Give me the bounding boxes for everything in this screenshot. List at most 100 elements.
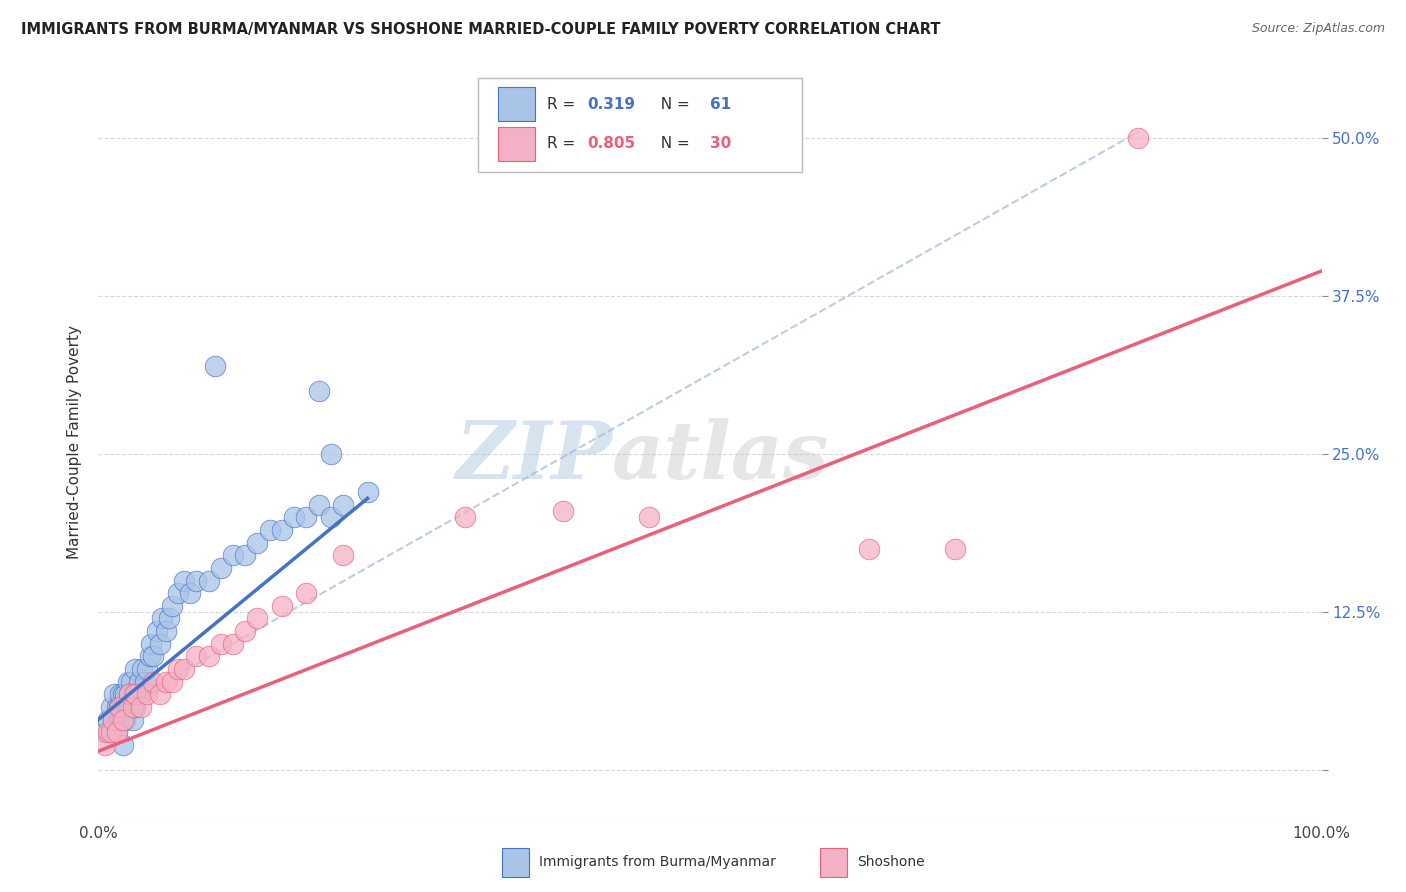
Point [283, 510, 305, 524]
Point [270, 523, 294, 537]
Point [100, 699, 122, 714]
Point [146, 624, 169, 639]
Point [118, 699, 141, 714]
Point [114, 687, 136, 701]
Point [105, 725, 128, 739]
Point [233, 548, 256, 563]
Point [111, 687, 134, 701]
Point [149, 687, 172, 701]
Point [136, 687, 159, 701]
Point [136, 662, 159, 676]
Point [120, 674, 142, 689]
Point [150, 611, 173, 625]
Point [124, 687, 146, 701]
Point [332, 498, 354, 512]
Point [155, 624, 177, 639]
Point [93, 725, 115, 739]
Point [139, 649, 162, 664]
Text: ZIP: ZIP [456, 418, 612, 495]
Point [110, 699, 132, 714]
Point [179, 586, 201, 600]
Point [110, 713, 132, 727]
Point [142, 649, 165, 664]
Point [121, 699, 143, 714]
Point [209, 561, 232, 575]
Point [142, 674, 165, 689]
Point [120, 699, 142, 714]
Point [943, 541, 966, 556]
Point [246, 611, 269, 625]
Point [222, 548, 245, 563]
Text: N =: N = [651, 136, 695, 151]
Point [1128, 131, 1150, 145]
Point [101, 713, 124, 727]
Point [121, 713, 143, 727]
FancyBboxPatch shape [498, 127, 536, 161]
Point [209, 637, 232, 651]
Point [124, 699, 146, 714]
Point [108, 699, 131, 714]
Point [295, 510, 318, 524]
Point [356, 485, 378, 500]
Point [246, 535, 269, 549]
Point [111, 713, 134, 727]
Point [122, 687, 145, 701]
Text: atlas: atlas [612, 418, 830, 495]
Point [118, 687, 141, 701]
Point [129, 687, 152, 701]
Point [124, 662, 146, 676]
FancyBboxPatch shape [502, 848, 529, 877]
Point [160, 674, 183, 689]
Text: IMMIGRANTS FROM BURMA/MYANMAR VS SHOSHONE MARRIED-COUPLE FAMILY POVERTY CORRELAT: IMMIGRANTS FROM BURMA/MYANMAR VS SHOSHON… [21, 22, 941, 37]
Point [186, 574, 208, 588]
Point [131, 662, 153, 676]
Point [186, 649, 208, 664]
Point [111, 699, 134, 714]
Text: 30: 30 [710, 136, 731, 151]
Point [134, 674, 156, 689]
Point [127, 687, 149, 701]
Point [197, 574, 219, 588]
Point [167, 586, 190, 600]
Point [97, 725, 120, 739]
Point [173, 662, 195, 676]
Point [115, 699, 138, 714]
Point [308, 384, 330, 398]
Text: 61: 61 [710, 96, 731, 112]
Text: N =: N = [651, 96, 695, 112]
Point [93, 738, 115, 752]
FancyBboxPatch shape [478, 78, 801, 172]
Text: 0.319: 0.319 [588, 96, 636, 112]
Y-axis label: Married-Couple Family Poverty: Married-Couple Family Poverty [67, 325, 83, 558]
Point [553, 504, 575, 518]
Point [97, 713, 120, 727]
Point [111, 738, 134, 752]
Text: 0.805: 0.805 [588, 136, 636, 151]
Point [129, 699, 152, 714]
Point [111, 713, 134, 727]
Point [139, 637, 162, 651]
Point [167, 662, 190, 676]
Point [270, 599, 294, 613]
Point [157, 611, 180, 625]
Point [118, 687, 141, 701]
Point [110, 687, 132, 701]
Point [105, 725, 128, 739]
Text: Source: ZipAtlas.com: Source: ZipAtlas.com [1251, 22, 1385, 36]
Point [332, 548, 354, 563]
Text: Immigrants from Burma/Myanmar: Immigrants from Burma/Myanmar [538, 855, 776, 870]
Point [233, 624, 256, 639]
Text: Shoshone: Shoshone [856, 855, 924, 870]
Point [222, 637, 245, 651]
Point [114, 713, 136, 727]
Point [107, 713, 129, 727]
Point [319, 447, 342, 461]
Point [128, 674, 150, 689]
Text: R =: R = [547, 96, 581, 112]
Point [105, 699, 128, 714]
Point [197, 649, 219, 664]
FancyBboxPatch shape [820, 848, 846, 877]
Point [155, 674, 177, 689]
Point [295, 586, 318, 600]
Point [858, 541, 880, 556]
